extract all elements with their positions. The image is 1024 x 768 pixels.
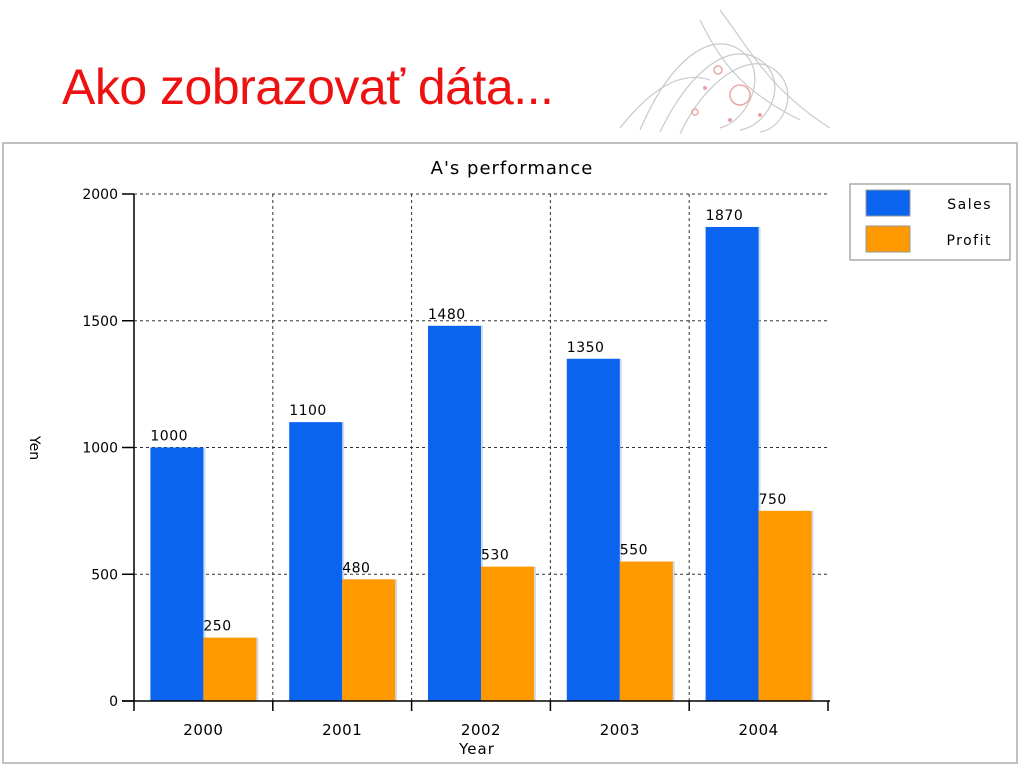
decorative-swirl-graphic [619,9,831,135]
axes: 0 500 1000 1500 2000 2000 2001 2002 2003 2004 [82,187,830,739]
data-label-profit-2004: 750 [759,492,787,508]
x-tick-label: 2001 [322,721,362,739]
y-tick-label: 1000 [82,441,118,457]
legend-swatch-profit [865,225,911,253]
legend-swatch-sales [865,189,911,217]
legend-label-profit: Profit [946,233,992,249]
y-axis-label: Yen [26,435,42,460]
data-label-sales-2001: 1100 [289,403,327,419]
x-tick-label: 2003 [600,721,640,739]
x-tick-label: 2004 [739,721,779,739]
x-axis-label: Year [458,740,495,758]
data-label-sales-2004: 1870 [706,208,744,224]
y-tick-label: 2000 [82,187,118,203]
x-tick-label: 2002 [461,721,501,739]
x-tick-label: 2000 [183,721,223,739]
data-label-sales-2003: 1350 [567,340,605,356]
data-label-profit-2002: 530 [481,548,509,564]
bar-sales-2002 [428,325,481,701]
bar-profit-2003 [619,561,673,701]
bar-profit-2001 [342,579,396,701]
data-label-profit-2001: 480 [342,560,370,576]
bar-sales-2003 [566,358,620,701]
y-tick-label: 1500 [82,314,118,330]
y-tick-label: 500 [91,567,118,583]
data-label-sales-2000: 1000 [150,429,188,445]
bar-sales-2004 [705,226,759,701]
y-tick-label: 0 [109,694,118,710]
data-label-profit-2000: 250 [203,619,231,635]
bar-sales-2000 [150,447,204,701]
chart-frame: A's performance Year Yen 1000 250 1100 480 1… [2,142,1018,764]
bars [150,226,814,701]
data-labels: 1000 250 1100 480 1480 530 1350 550 1870 750 [150,208,786,635]
bar-chart: A's performance Year Yen 100025011004801… [26,158,1011,758]
bar-sales-2001 [289,422,343,701]
legend: Sales Profit [849,183,1011,261]
bar-profit-2002 [481,566,534,701]
data-label-sales-2002: 1480 [428,307,466,323]
data-label-profit-2003: 550 [620,543,648,559]
bar-profit-2000 [203,637,257,701]
bar-profit-2004 [758,510,812,701]
slide-title: Ako zobrazovať dáta... [62,59,554,115]
legend-label-sales: Sales [947,197,992,213]
chart-title: A's performance [431,158,594,179]
